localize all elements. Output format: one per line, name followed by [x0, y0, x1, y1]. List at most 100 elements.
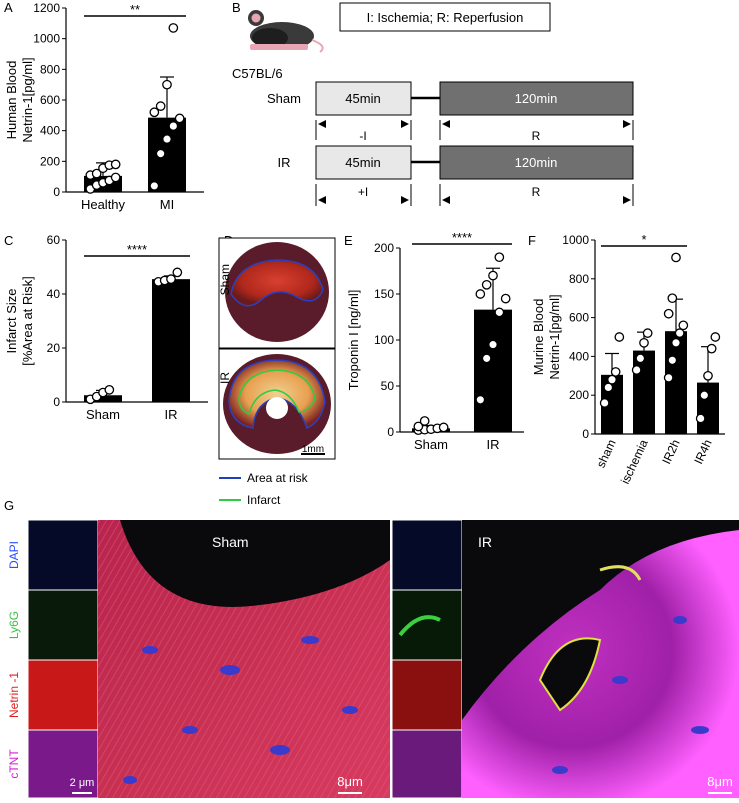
- bar: [474, 309, 512, 432]
- data-point: [674, 328, 685, 338]
- x-tick-label: IR: [487, 437, 500, 452]
- data-point: [149, 107, 160, 118]
- significance-label: *: [641, 232, 646, 247]
- data-point: [110, 159, 121, 170]
- chart-e: Troponin I [ng/ml] 0 50 100 150 200 Sham IR **…: [346, 232, 524, 452]
- protocol-row-ir: IR 45min 120min +I R: [278, 145, 634, 206]
- data-point: [607, 374, 617, 385]
- ttc-scale-label: 1mm: [302, 444, 324, 455]
- channel-label-netrin: Netrin -1: [7, 672, 21, 718]
- ttc-staining-panel: Sham IR 1mm Area at risk Infarct: [218, 237, 336, 507]
- chart-a-axes: 0 200 400 600 800 1000 1200 Healthy MI: [33, 1, 204, 212]
- protocol-legend: I: Ischemia; R: Reperfusion: [367, 10, 524, 25]
- sham-channel-strips: [27, 519, 99, 799]
- channel-label-ly6g: Ly6G: [7, 611, 21, 639]
- data-point: [635, 353, 646, 364]
- y-tick-label: 800: [40, 62, 60, 76]
- y-axis-label: Murine Blood: [531, 299, 546, 376]
- data-point: [166, 274, 176, 285]
- reperfusion-duration: 120min: [515, 91, 558, 106]
- x-tick-label: MI: [160, 197, 174, 212]
- data-point: [671, 252, 681, 263]
- x-tick-label: sham: [594, 437, 619, 470]
- y-tick-label: 200: [40, 154, 60, 168]
- data-point: [419, 416, 430, 426]
- ischemia-span-arrow: [315, 120, 412, 140]
- strain-label: C57BL/6: [232, 66, 283, 81]
- y-axis-label: Troponin I [ng/ml]: [346, 290, 361, 391]
- staining-row-label: Sham: [218, 264, 232, 295]
- panel-label-a: A: [4, 0, 13, 15]
- x-tick-label: IR4h: [691, 437, 714, 466]
- data-point: [438, 422, 449, 433]
- sham-heart-slice: [225, 242, 329, 342]
- y-tick-label: 600: [40, 93, 60, 107]
- significance-label: **: [130, 2, 140, 17]
- data-point: [481, 353, 492, 364]
- data-point: [174, 113, 185, 124]
- data-point: [488, 339, 498, 350]
- y-tick-label: 0: [53, 395, 60, 409]
- chart-c-marks: ****: [84, 242, 190, 405]
- x-tick-label: IR: [165, 407, 178, 422]
- data-point: [155, 101, 166, 111]
- data-point: [614, 332, 625, 342]
- reperfusion-duration: 120min: [515, 155, 558, 170]
- legend-label-infarct: Infarct: [247, 493, 281, 507]
- bar: [633, 350, 655, 434]
- data-point: [663, 372, 674, 383]
- y-tick-label: 0: [582, 427, 589, 441]
- panel-label-g: G: [4, 498, 15, 513]
- chart-a-ylabel: Human Blood Netrin-1[pg/ml]: [4, 57, 35, 142]
- x-tick-label: Sham: [86, 407, 120, 422]
- data-point: [162, 134, 172, 144]
- data-point: [603, 382, 614, 393]
- microscopy-panel: Sham IR 2 μm 8μm 8μm DAPI: [0, 500, 739, 799]
- y-tick-label: 150: [374, 287, 394, 301]
- data-point: [631, 365, 642, 375]
- ischemia-span-arrow: [315, 184, 412, 206]
- data-point: [104, 385, 115, 395]
- data-point: [710, 332, 721, 342]
- y-tick-label: 40: [47, 287, 61, 301]
- bar: [152, 279, 190, 402]
- data-point: [671, 337, 681, 348]
- data-point: [695, 413, 706, 424]
- y-tick-label: 1000: [33, 32, 60, 46]
- y-tick-label: 400: [569, 349, 589, 363]
- ir-ly6g-image: [391, 589, 463, 661]
- data-point: [599, 398, 610, 408]
- ir-large-scale-label: 8μm: [707, 774, 733, 789]
- panel-label-f: F: [528, 233, 536, 248]
- data-point: [500, 293, 511, 304]
- y-tick-label: 0: [387, 425, 394, 439]
- protocol-diagram: C57BL/6 I: Ischemia; R: Reperfusion Sham…: [232, 2, 634, 206]
- data-point: [699, 390, 710, 401]
- channel-label-dapi: DAPI: [7, 541, 21, 569]
- ischemia-duration: 45min: [345, 155, 380, 170]
- chart-f: Murine Blood Netrin-1[pg/ml] 0 200 400 600 80…: [531, 232, 725, 486]
- reperfusion-span-arrow: [439, 120, 634, 140]
- sham-netrin-image: [27, 659, 99, 731]
- data-point: [610, 367, 621, 377]
- data-point: [168, 23, 179, 33]
- legend-label-area-at-risk: Area at risk: [247, 471, 309, 485]
- chart-c: Infarct Size [%Area at Risk] 0 20 40 60 Sham I…: [4, 233, 208, 422]
- ischemia-box: [315, 81, 412, 116]
- reperfusion-box: [439, 145, 634, 180]
- ir-group-label: IR: [478, 534, 492, 550]
- ir-channel-strips: [391, 519, 463, 799]
- data-point: [475, 394, 486, 405]
- data-point: [475, 289, 486, 299]
- ischemia-arrow-label: -I: [359, 129, 366, 143]
- bar: [148, 117, 186, 192]
- data-point: [678, 320, 689, 331]
- chart-f-ylabel: Murine Blood Netrin-1[pg/ml]: [531, 294, 562, 379]
- ischemia-box: [315, 145, 412, 180]
- channel-label-ctnt: cTNT: [7, 749, 21, 779]
- panel-label-e: E: [344, 233, 353, 248]
- protocol-row-label: Sham: [267, 91, 301, 106]
- chart-e-marks: ****: [412, 232, 512, 436]
- data-point: [667, 293, 678, 304]
- data-point: [488, 270, 498, 281]
